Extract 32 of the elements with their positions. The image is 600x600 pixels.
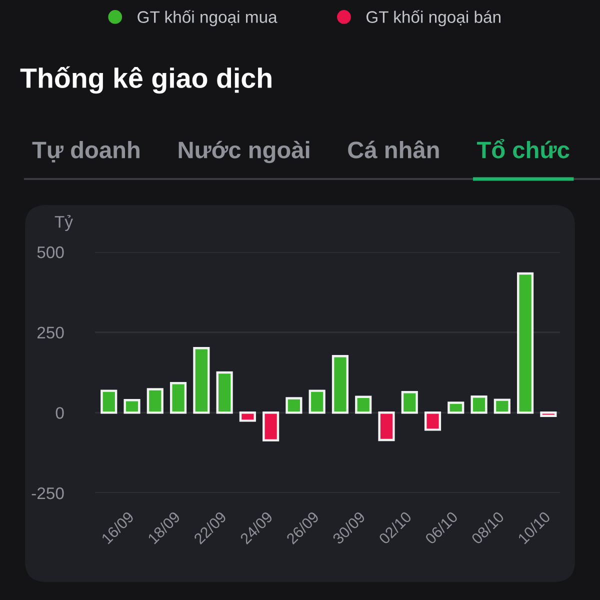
bar <box>124 399 140 414</box>
y-tick-label: 500 <box>37 246 64 258</box>
bar <box>286 397 302 414</box>
bar <box>401 390 418 414</box>
bar <box>470 395 488 414</box>
bar <box>355 396 372 414</box>
bar <box>216 371 233 414</box>
text: Tự doanh <box>32 140 140 162</box>
legend-label: GT khối ngoại bán <box>366 10 500 26</box>
bar <box>378 412 395 442</box>
y-tick-label: 0 <box>56 407 64 419</box>
y-tick-label: 250 <box>37 326 64 339</box>
bar <box>540 412 557 417</box>
y-tick-label: -250 <box>32 487 64 500</box>
bar <box>239 412 256 422</box>
text: Cá nhân <box>348 140 439 158</box>
bar <box>332 355 349 414</box>
y-axis-title: Tỷ <box>54 214 73 232</box>
chart-title: Thống kê giao dịch <box>20 66 272 94</box>
bar <box>448 402 464 414</box>
bar <box>193 346 210 414</box>
bar <box>424 412 442 431</box>
legend-label: GT khối ngoại mua <box>138 10 278 26</box>
bar <box>308 390 326 414</box>
bar <box>170 382 187 414</box>
bar <box>517 272 534 414</box>
text: Tổ chức <box>477 139 570 158</box>
text: Nước ngoài <box>178 140 310 164</box>
bar <box>146 388 164 414</box>
bar <box>262 412 280 442</box>
bar <box>494 398 510 414</box>
bar <box>100 390 118 414</box>
